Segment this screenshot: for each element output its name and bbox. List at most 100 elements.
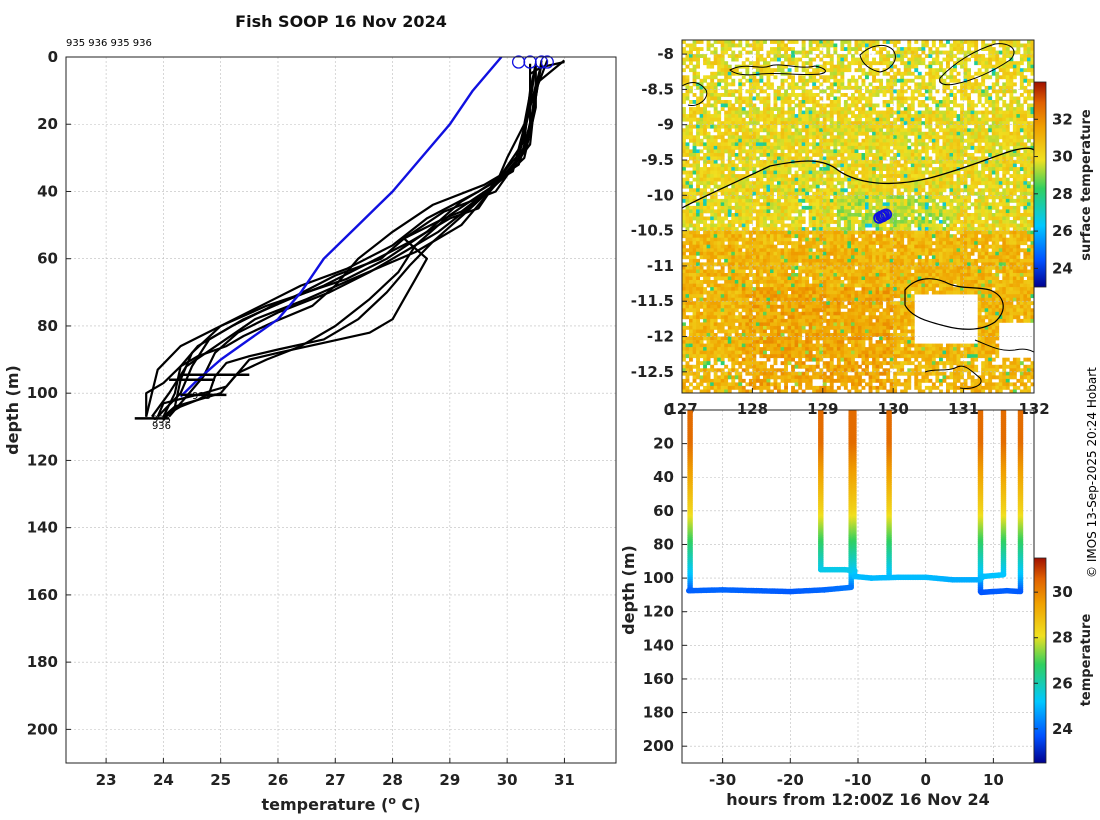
sst-cell: [819, 269, 824, 274]
sst-cell: [682, 195, 686, 200]
sst-cell: [745, 364, 750, 369]
sst-cell: [710, 167, 715, 171]
sst-cell: [808, 177, 813, 182]
sst-cell: [773, 153, 778, 157]
sst-cell: [791, 205, 795, 210]
sst-cell: [720, 174, 725, 178]
sst-cell: [731, 311, 736, 316]
sst-cell: [875, 273, 880, 277]
sst-cell: [829, 191, 834, 196]
sst-cell: [805, 100, 810, 104]
sst-cell: [696, 202, 700, 207]
sst-cell: [766, 188, 771, 193]
sst-cell: [741, 343, 746, 348]
sst-cell: [808, 156, 813, 161]
sst-cell: [879, 280, 883, 284]
sst-cell: [773, 385, 778, 390]
sst-cell: [784, 255, 788, 260]
sst-cell: [829, 198, 834, 203]
sst-cell: [822, 64, 827, 69]
sst-cell: [703, 205, 707, 210]
sst-cell: [826, 40, 831, 44]
sst-cell: [801, 160, 806, 164]
sst-cell: [784, 304, 788, 309]
sst-cell: [868, 340, 873, 344]
sst-cell: [882, 269, 887, 274]
sst-cell: [879, 269, 883, 274]
sst-cell: [840, 340, 845, 344]
sst-cell: [784, 248, 788, 253]
sst-cell: [815, 251, 820, 256]
sst-cell: [840, 68, 845, 73]
sst-cell: [748, 283, 753, 288]
sst-cell: [840, 354, 845, 359]
sst-cell: [738, 333, 743, 337]
sst-cell: [879, 315, 883, 320]
sst-cell: [720, 167, 725, 171]
sst-cell: [741, 135, 746, 140]
sst-cell: [879, 234, 883, 239]
sst-cell: [798, 354, 803, 359]
sst-cell: [815, 85, 820, 90]
sst-cell: [882, 329, 887, 334]
sst-cell: [724, 262, 729, 267]
sst-cell: [752, 181, 757, 186]
sst-cell: [717, 237, 722, 242]
sst-cell: [822, 78, 827, 83]
sst-cell: [791, 223, 795, 228]
sst-cell: [851, 385, 855, 390]
sst-cell: [731, 244, 736, 249]
sst-cell: [886, 138, 891, 143]
sst-cell: [815, 205, 820, 210]
sst-cell: [717, 297, 722, 302]
sst-cell: [696, 361, 700, 366]
sst-cell: [833, 308, 838, 313]
sst-cell: [724, 350, 729, 355]
sst-cell: [727, 138, 732, 143]
sst-cell: [773, 149, 778, 154]
sst-cell: [738, 142, 743, 147]
sst-cell: [808, 382, 813, 387]
sst-cell: [784, 325, 788, 330]
sst-cell: [685, 135, 690, 140]
sst-cell: [755, 308, 760, 313]
sst-cell: [727, 209, 732, 214]
sst-cell: [875, 308, 880, 313]
sst-cell: [861, 71, 866, 76]
sst-cell: [699, 244, 704, 249]
sst-cell: [868, 205, 873, 210]
sst-cell: [727, 40, 732, 44]
sst-cell: [826, 142, 831, 147]
sst-cell: [815, 153, 820, 157]
sst-cell: [741, 280, 746, 284]
sst-cell: [703, 354, 707, 359]
sst-cell: [798, 385, 803, 390]
sst-cell: [717, 234, 722, 239]
sst-cell: [791, 333, 795, 337]
sst-cell: [815, 68, 820, 73]
sst-cell: [777, 273, 781, 277]
sst-cell: [692, 371, 697, 376]
sst-cell: [805, 114, 810, 118]
sst-cell: [787, 230, 792, 235]
sst-cell: [770, 315, 774, 320]
sst-cell: [727, 128, 732, 133]
sst-cell: [879, 297, 883, 302]
sst-cell: [868, 71, 873, 76]
sst-cell: [854, 167, 859, 171]
sst-cell: [805, 347, 810, 351]
sst-cell: [808, 304, 813, 309]
sst-cell: [755, 227, 760, 231]
sst-cell: [682, 333, 686, 337]
sst-cell: [759, 301, 764, 306]
sst-cell: [759, 329, 764, 334]
sst-cell: [872, 47, 876, 51]
sst-cell: [865, 220, 869, 224]
sst-cell: [847, 329, 852, 334]
sst-cell: [773, 315, 778, 320]
sst-cell: [713, 96, 718, 101]
sst-cell: [724, 248, 729, 253]
sst-cell: [822, 290, 827, 295]
sst-cell: [854, 202, 859, 207]
sst-cell: [858, 311, 862, 316]
